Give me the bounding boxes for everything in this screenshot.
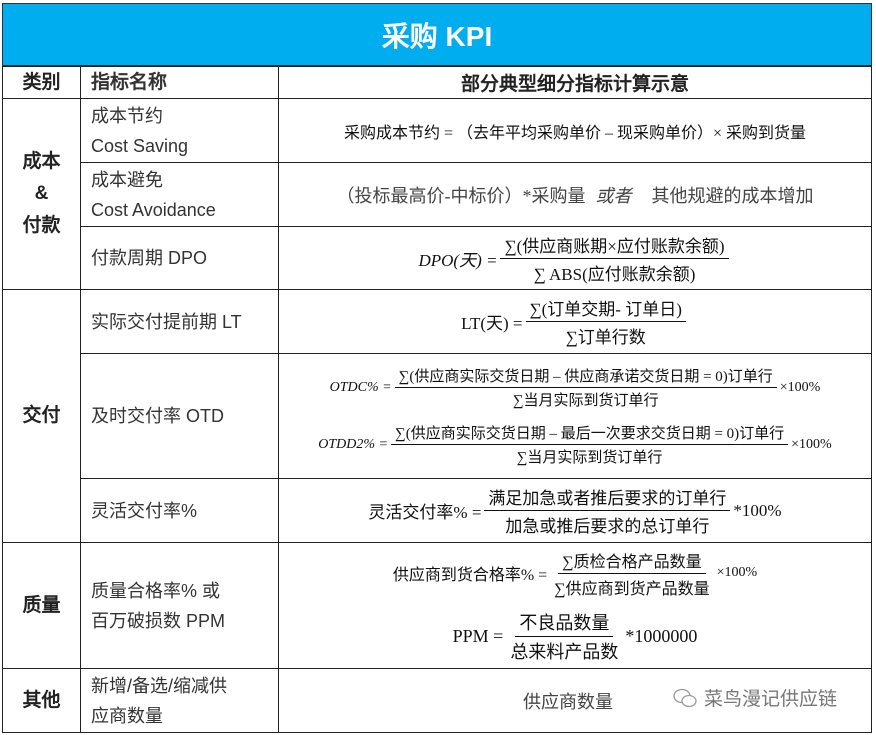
kpi-flexible-delivery: 灵活交付率% xyxy=(80,478,279,543)
kpi-name-cn: 成本避免 xyxy=(91,169,163,190)
kpi-cost-avoidance: 成本避免 Cost Avoidance xyxy=(80,162,279,227)
category-other: 其他 xyxy=(2,668,81,733)
kpi-dpo: 付款周期 DPO xyxy=(80,226,279,290)
category-delivery: 交付 xyxy=(2,289,81,543)
formula-suffix: *1000000 xyxy=(625,625,698,646)
formula-numerator: 不良品数量 xyxy=(515,609,614,637)
formula-numerator: ∑(供应商实际交货日期 – 供应商承诺交货日期 = 0)订单行 xyxy=(394,365,777,388)
formula-or: 或者 xyxy=(595,185,632,206)
formula-denominator: ∑当月实际到货订单行 xyxy=(512,393,659,409)
formula-suffix: ×100% xyxy=(791,436,832,452)
watermark: 菜鸟漫记供应链 xyxy=(672,684,837,711)
formula-lhs: 供应商到货合格率% = xyxy=(392,567,548,584)
formula-lhs: DPO(天) = xyxy=(418,250,498,270)
formula-otd: OTDC% = ∑(供应商实际交货日期 – 供应商承诺交货日期 = 0)订单行 ∑… xyxy=(278,353,872,479)
formula-denominator: ∑当月实际到货订单行 xyxy=(516,450,663,466)
formula-lhs: OTDC% = xyxy=(329,379,392,395)
category-quality: 质量 xyxy=(2,542,81,669)
formula-quality: 供应商到货合格率% = ∑质检合格产品数量 ∑供应商到货产品数量 ×100% PP… xyxy=(278,542,872,669)
header-calc: 部分典型细分指标计算示意 xyxy=(278,66,872,99)
formula-denominator: 总来料产品数 xyxy=(510,641,619,662)
header-category: 类别 xyxy=(2,66,81,99)
formula-supplier-count: 供应商数量 xyxy=(278,668,872,733)
formula-part: （投标最高价-中标价）*采购量 xyxy=(336,185,586,206)
formula-denominator: ∑ ABS(应付账款余额) xyxy=(533,264,696,284)
formula-suffix: ×100% xyxy=(716,565,758,580)
formula-denominator: 加急或推后要求的总订单行 xyxy=(505,517,710,536)
wechat-icon xyxy=(673,688,697,707)
kpi-cost-saving: 成本节约 Cost Saving xyxy=(80,98,279,163)
watermark-text: 菜鸟漫记供应链 xyxy=(704,689,838,710)
formula-suffix: *100% xyxy=(733,500,782,520)
category-cost: 成本 & 付款 xyxy=(2,98,81,290)
formula-dpo: DPO(天) = ∑(供应商账期×应付账款余额) ∑ ABS(应付账款余额) xyxy=(278,226,872,290)
formula-lhs: 灵活交付率% = xyxy=(368,503,482,522)
formula-cost-avoidance: （投标最高价-中标价）*采购量 或者 其他规避的成本增加 xyxy=(278,162,872,227)
formula-text: 采购成本节约 = （去年平均采购单价 – 现采购单价）× 采购到货量 xyxy=(343,124,807,142)
header-name: 指标名称 xyxy=(80,66,279,99)
formula-lhs: OTDD2% = xyxy=(318,436,388,452)
formula-numerator: ∑(订单交期- 订单日) xyxy=(525,295,686,322)
formula-denominator: ∑供应商到货产品数量 xyxy=(554,580,710,598)
formula-lt: LT(天) = ∑(订单交期- 订单日) ∑订单行数 xyxy=(278,289,872,354)
kpi-supplier-count: 新增/备选/缩减供 应商数量 xyxy=(80,668,279,733)
kpi-name-en: Cost Avoidance xyxy=(91,199,216,220)
formula-flexible-delivery: 灵活交付率% = 满足加急或者推后要求的订单行加急或推后要求的总订单行 *100… xyxy=(278,478,872,543)
formula-suffix: ×100% xyxy=(779,379,821,395)
formula-numerator: ∑(供应商账期×应付账款余额) xyxy=(500,232,729,259)
formula-denominator: ∑订单行数 xyxy=(565,328,646,347)
kpi-quality: 质量合格率% 或 百万破损数 PPM xyxy=(80,542,279,669)
formula-part: 其他规避的成本增加 xyxy=(651,185,814,206)
formula-cost-saving: 采购成本节约 = （去年平均采购单价 – 现采购单价）× 采购到货量 xyxy=(278,98,872,163)
formula-numerator: ∑质检合格产品数量 xyxy=(558,548,706,574)
formula-text: 供应商数量 xyxy=(523,691,613,712)
formula-lhs: LT(天) = xyxy=(461,314,523,333)
kpi-otd: 及时交付率 OTD xyxy=(80,353,279,479)
kpi-name-en: Cost Saving xyxy=(91,135,189,156)
formula-numerator: ∑(供应商实际交货日期 – 最后一次要求交货日期 = 0)订单行 xyxy=(391,422,789,445)
page-title: 采购 KPI xyxy=(2,3,872,66)
formula-lhs: PPM = xyxy=(452,625,504,646)
formula-numerator: 满足加急或者推后要求的订单行 xyxy=(484,484,731,511)
kpi-lt: 实际交付提前期 LT xyxy=(80,289,279,354)
kpi-name-cn: 成本节约 xyxy=(91,105,163,126)
